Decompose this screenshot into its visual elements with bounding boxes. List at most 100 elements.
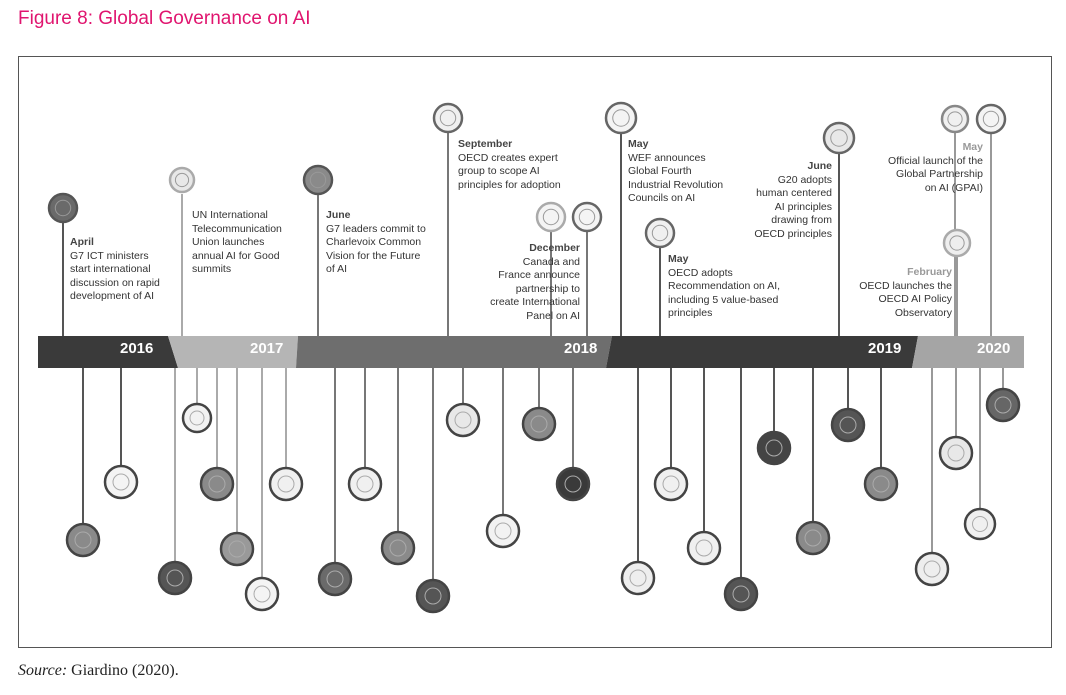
year-label-2018: 2018 bbox=[564, 340, 598, 357]
year-label-2019: 2019 bbox=[868, 340, 902, 357]
france-flag-icon bbox=[942, 228, 972, 258]
oecd-logo-icon bbox=[975, 103, 1007, 135]
icon-detail bbox=[424, 587, 442, 605]
icon-detail bbox=[994, 396, 1012, 414]
source-note: Source: Giardino (2020). bbox=[18, 662, 179, 680]
band-2019 bbox=[606, 336, 918, 368]
source-text: Giardino (2020). bbox=[67, 662, 179, 679]
icon-detail bbox=[923, 560, 941, 578]
event-2019-may-oecd: May OECD adopts Recommendation on AI, in… bbox=[668, 253, 780, 321]
event-month: May bbox=[668, 253, 689, 265]
russia-flag-icon bbox=[963, 507, 997, 541]
russia-flag-icon bbox=[653, 466, 689, 502]
event-month: April bbox=[70, 236, 94, 248]
event-month: May bbox=[962, 141, 983, 153]
new-zealand-flag-icon bbox=[756, 430, 792, 466]
icon-detail bbox=[189, 410, 205, 426]
band-2020 bbox=[912, 336, 1024, 368]
icon-detail bbox=[542, 208, 560, 226]
icon-detail bbox=[949, 235, 965, 251]
brazil-flag-icon bbox=[347, 466, 383, 502]
icon-detail bbox=[356, 475, 374, 493]
year-label-2020: 2020 bbox=[977, 340, 1011, 357]
icon-detail bbox=[112, 473, 130, 491]
uae-flag-icon bbox=[686, 530, 722, 566]
event-text: Official launch of the Global Partnershi… bbox=[888, 154, 983, 194]
icon-detail bbox=[530, 415, 548, 433]
icon-detail bbox=[454, 411, 472, 429]
country-flag-icon bbox=[445, 402, 481, 438]
icon-detail bbox=[208, 475, 226, 493]
icon-detail bbox=[494, 522, 512, 540]
italy-flag-icon bbox=[723, 576, 759, 612]
event-text: G7 leaders commit to Charlevoix Common V… bbox=[326, 222, 426, 276]
canada-flag-icon bbox=[535, 201, 567, 233]
icon-detail bbox=[765, 439, 783, 457]
austria-flag-icon bbox=[485, 513, 521, 549]
g20-logo-icon bbox=[822, 121, 856, 155]
event-month: May bbox=[628, 138, 649, 150]
france-flag-icon bbox=[571, 201, 603, 233]
event-text: WEF announces Global Fourth Industrial R… bbox=[628, 151, 724, 205]
event-text: OECD adopts Recommendation on AI, includ… bbox=[668, 266, 781, 320]
event-text: G20 adopts human centered AI principles … bbox=[754, 173, 832, 240]
event-text: UN International Telecommunication Union… bbox=[192, 209, 282, 275]
japan-flag-icon bbox=[181, 402, 213, 434]
icon-detail bbox=[695, 539, 713, 557]
icon-detail bbox=[947, 444, 965, 462]
event-month: June bbox=[807, 160, 832, 172]
event-2020-february: February OECD launches the OECD AI Polic… bbox=[840, 266, 952, 320]
indonesia-flag-icon bbox=[938, 435, 974, 471]
hong-kong-flag-icon bbox=[555, 466, 591, 502]
figure-title: Figure 8: Global Governance on AI bbox=[18, 8, 311, 29]
year-label-2016: 2016 bbox=[120, 340, 154, 357]
icon-detail bbox=[612, 109, 630, 127]
event-2019-june: June G20 adopts human centered AI princi… bbox=[730, 160, 832, 241]
country-flag-icon bbox=[985, 387, 1021, 423]
argentina-flag-icon bbox=[268, 466, 304, 502]
france-flag-icon bbox=[317, 561, 353, 597]
source-label: Source: bbox=[18, 662, 68, 679]
icon-detail bbox=[872, 475, 890, 493]
band-2018 bbox=[296, 336, 612, 368]
icon-detail bbox=[253, 585, 271, 603]
uk-flag-icon bbox=[415, 578, 451, 614]
icon-detail bbox=[830, 129, 848, 147]
icon-detail bbox=[839, 416, 857, 434]
icon-detail bbox=[972, 516, 988, 532]
event-month: September bbox=[458, 138, 513, 150]
canada-flag-icon bbox=[199, 466, 235, 502]
event-2016-itu: UN International Telecommunication Union… bbox=[192, 209, 282, 277]
event-2018-september: September OECD creates expert group to s… bbox=[458, 138, 561, 192]
icon-detail bbox=[732, 585, 750, 603]
icon-detail bbox=[277, 475, 295, 493]
event-text: Canada and France announce partnership t… bbox=[490, 255, 580, 322]
icon-detail bbox=[54, 199, 72, 217]
wef-logo-icon bbox=[604, 101, 638, 135]
icon-detail bbox=[228, 540, 246, 558]
germany-flag-icon bbox=[620, 560, 656, 596]
icon-detail bbox=[166, 569, 184, 587]
icon-detail bbox=[651, 224, 669, 242]
oecd-logo-icon bbox=[940, 104, 970, 134]
icon-detail bbox=[326, 570, 344, 588]
g7-logo-icon bbox=[302, 164, 334, 196]
icon-detail bbox=[982, 110, 1000, 128]
event-month: June bbox=[326, 209, 351, 221]
band-2017 bbox=[168, 336, 298, 368]
event-month: December bbox=[529, 242, 580, 254]
event-2018-december: December Canada and France announce part… bbox=[474, 242, 580, 323]
icon-detail bbox=[439, 109, 457, 127]
japan-flag-icon bbox=[521, 406, 557, 442]
oecd-logo-icon bbox=[644, 217, 676, 249]
icon-detail bbox=[389, 539, 407, 557]
event-2018-june: June G7 leaders commit to Charlevoix Com… bbox=[326, 209, 426, 277]
oecd-logo-icon bbox=[432, 102, 464, 134]
uk-flag-icon bbox=[65, 522, 101, 558]
icon-detail bbox=[578, 208, 596, 226]
icon-detail bbox=[564, 475, 582, 493]
icon-detail bbox=[74, 531, 92, 549]
g7-logo-icon bbox=[47, 192, 79, 224]
icon-detail bbox=[174, 172, 190, 188]
